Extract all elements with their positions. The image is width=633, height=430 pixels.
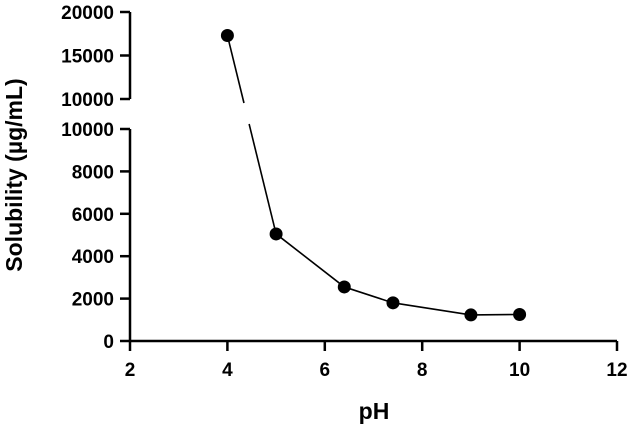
axes <box>128 12 617 343</box>
ticks: 2 4 6 8 10 12 10000 15000 20000 0 2000 4000 6000 8000… <box>61 3 627 381</box>
x-tick-label: 2 <box>125 360 136 381</box>
data-point <box>464 308 478 322</box>
x-tick-label: 10 <box>509 360 530 381</box>
series-segment <box>392 302 472 316</box>
x-tick-label: 6 <box>320 360 331 381</box>
y-lower-tick-label: 10000 <box>61 120 114 141</box>
data-point <box>269 227 283 241</box>
series-segment <box>344 286 394 304</box>
y-upper-tick-label: 20000 <box>61 3 114 24</box>
data-point <box>337 280 351 294</box>
data-point <box>386 296 400 310</box>
y-lower-tick-label: 8000 <box>72 162 114 183</box>
y-lower-tick-label: 4000 <box>72 247 114 268</box>
y-lower-tick-label: 0 <box>103 332 114 353</box>
y-axis-title: Solubility (µg/mL) <box>1 78 27 271</box>
data-point <box>513 308 527 321</box>
x-tick-label: 12 <box>606 360 627 381</box>
x-tick-label: 4 <box>222 360 233 381</box>
y-lower-tick-label: 6000 <box>72 205 114 226</box>
series-segment <box>248 123 277 235</box>
series-segment <box>226 35 245 104</box>
y-lower-tick-label: 2000 <box>72 290 114 311</box>
series-segment <box>275 233 345 288</box>
x-axis-title: pH <box>359 398 390 424</box>
y-upper-tick-label: 15000 <box>61 47 114 68</box>
data-series <box>220 28 527 322</box>
data-point <box>220 28 234 42</box>
y-upper-tick-label: 10000 <box>61 90 114 111</box>
x-tick-label: 8 <box>417 360 428 381</box>
